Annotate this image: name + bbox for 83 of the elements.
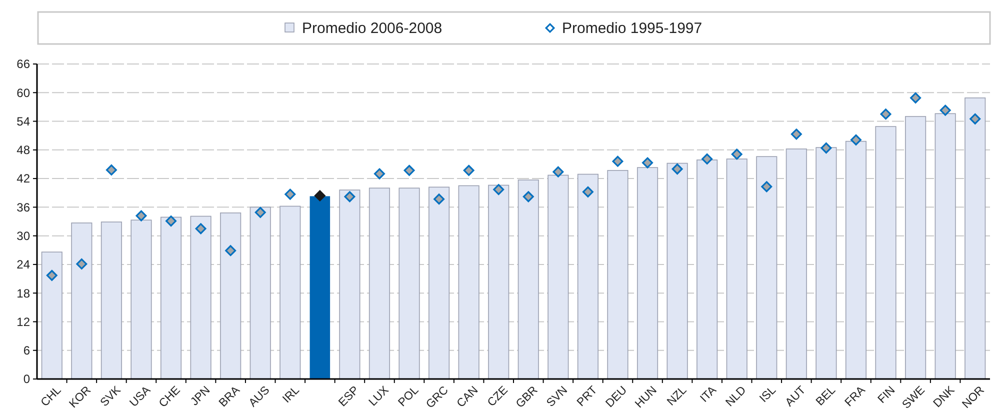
y-tick-label: 30 xyxy=(16,229,30,244)
point xyxy=(910,92,922,104)
legend-label: Promedio 2006-2008 xyxy=(302,20,442,37)
point xyxy=(166,216,176,227)
x-tick-label: IRL xyxy=(280,384,302,406)
point xyxy=(463,164,474,176)
bar xyxy=(905,116,926,380)
point xyxy=(672,164,683,174)
point xyxy=(612,156,624,167)
bar xyxy=(310,196,330,379)
point xyxy=(761,181,772,192)
point xyxy=(195,223,206,234)
point xyxy=(136,210,147,222)
point xyxy=(106,164,117,176)
y-tick-label: 6 xyxy=(23,344,30,358)
bar xyxy=(41,252,62,380)
point xyxy=(374,168,385,180)
point xyxy=(314,190,326,202)
bar xyxy=(280,206,301,380)
point xyxy=(820,142,832,154)
x-tick-label: NLD xyxy=(724,384,749,410)
x-tick-label: BRA xyxy=(217,384,243,410)
point xyxy=(790,128,802,140)
bar xyxy=(250,206,271,380)
y-tick-label: 66 xyxy=(16,57,30,72)
point xyxy=(582,186,594,198)
bar xyxy=(964,97,986,380)
x-tick-label: NZL xyxy=(665,384,690,408)
point xyxy=(284,188,296,200)
point xyxy=(850,134,862,146)
y-tick-label: 36 xyxy=(16,200,30,214)
point xyxy=(254,206,266,218)
point xyxy=(880,108,892,120)
point xyxy=(940,104,951,116)
y-tick-label: 24 xyxy=(16,258,30,272)
y-tick-label: 42 xyxy=(16,172,30,186)
legend-label: Promedio 1995-1997 xyxy=(562,20,702,37)
y-tick-label: 18 xyxy=(16,286,30,300)
x-tick-label: CHL xyxy=(38,384,64,410)
bar xyxy=(875,126,896,380)
bar xyxy=(488,184,510,380)
bar xyxy=(607,170,628,380)
y-tick-label: 12 xyxy=(16,314,30,329)
point xyxy=(731,148,742,160)
bar xyxy=(100,222,122,380)
point xyxy=(46,270,58,281)
x-tick-label: ISL xyxy=(758,384,779,406)
x-tick-label: USA xyxy=(128,384,154,410)
point xyxy=(702,153,713,164)
x-tick-label: ITA xyxy=(698,384,720,405)
bar xyxy=(339,190,360,380)
y-tick-label: 54 xyxy=(16,114,30,128)
bar xyxy=(220,212,242,380)
bar xyxy=(666,162,688,380)
point xyxy=(344,191,356,202)
point xyxy=(404,164,415,176)
bar xyxy=(786,148,807,380)
y-tick-label: 0 xyxy=(23,372,30,386)
point xyxy=(434,194,445,205)
bar xyxy=(71,222,92,380)
x-tick-label: BEL xyxy=(814,384,838,408)
point xyxy=(642,157,653,168)
bar xyxy=(160,216,182,380)
x-tick-label: FRA xyxy=(843,384,868,410)
bar xyxy=(428,186,450,380)
x-tick-label: JPN xyxy=(188,384,213,408)
bar xyxy=(368,188,390,380)
bar xyxy=(577,174,598,380)
point xyxy=(225,245,236,256)
bar xyxy=(756,156,778,380)
bar xyxy=(190,216,212,380)
y-tick-label: 60 xyxy=(16,86,30,100)
point xyxy=(76,258,88,270)
bar xyxy=(458,185,480,380)
x-tick-label: POL xyxy=(396,384,422,410)
point xyxy=(552,166,564,178)
x-tick-label: FIN xyxy=(876,384,898,406)
point xyxy=(493,184,504,196)
y-tick-label: 48 xyxy=(16,143,30,158)
bar xyxy=(398,188,420,380)
point xyxy=(522,191,534,202)
bar xyxy=(518,180,539,380)
point xyxy=(970,113,981,124)
